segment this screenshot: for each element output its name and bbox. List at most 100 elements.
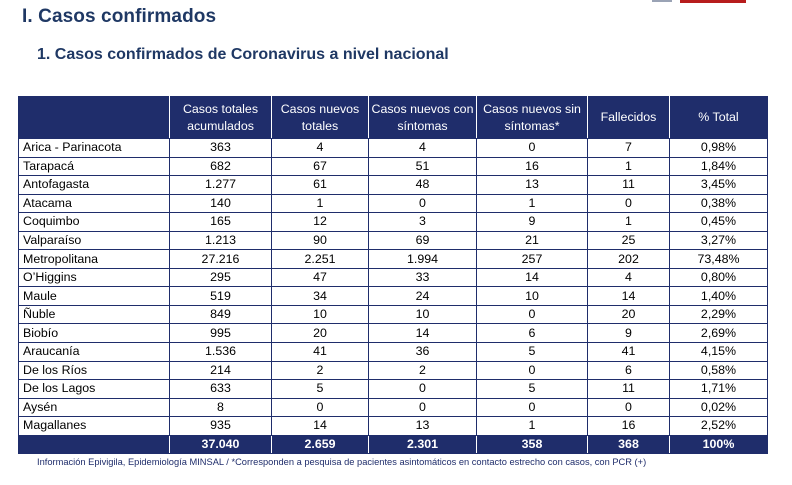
accumulated-cell: 363: [169, 138, 272, 158]
asymptomatic-cell: 5: [476, 379, 588, 399]
region-cell: Valparaíso: [18, 230, 170, 251]
percent-cell: 1,84%: [669, 156, 768, 177]
header-percent-total: % Total: [669, 96, 768, 139]
cases-table: Casos totales acumulados Casos nuevos to…: [18, 96, 768, 454]
symptomatic-cell: 24: [368, 286, 477, 306]
region-cell: Biobío: [18, 323, 170, 344]
percent-cell: 4,15%: [669, 342, 768, 362]
deaths-cell: 7: [587, 138, 670, 158]
asymptomatic-cell: 0: [476, 138, 588, 158]
percent-cell: 1,71%: [669, 379, 768, 399]
new-total-cell: 34: [271, 286, 369, 306]
accumulated-cell: 995: [169, 323, 272, 344]
new-total-cell: 67: [271, 156, 369, 177]
table-header-row: Casos totales acumulados Casos nuevos to…: [18, 96, 768, 139]
accumulated-cell: 849: [169, 304, 272, 325]
header-region: [18, 96, 170, 139]
total-cell-label: [18, 434, 170, 454]
table-row: Biobío 995 20 14 6 9 2,69%: [18, 323, 768, 344]
deaths-cell: 11: [587, 175, 670, 195]
symptomatic-cell: 3: [368, 212, 477, 232]
table-row: Magallanes 935 14 13 1 16 2,52%: [18, 416, 768, 436]
deaths-cell: 16: [587, 416, 670, 436]
asymptomatic-cell: 257: [476, 249, 588, 269]
deaths-cell: 14: [587, 286, 670, 306]
region-cell: Antofagasta: [18, 175, 170, 195]
region-cell: Tarapacá: [18, 156, 170, 177]
percent-cell: 0,38%: [669, 193, 768, 214]
new-total-cell: 2: [271, 360, 369, 381]
table-row: Maule 519 34 24 10 14 1,40%: [18, 286, 768, 306]
region-cell: Arica - Parinacota: [18, 138, 170, 158]
asymptomatic-cell: 0: [476, 397, 588, 418]
deaths-cell: 25: [587, 230, 670, 251]
accumulated-cell: 8: [169, 397, 272, 418]
symptomatic-cell: 69: [368, 230, 477, 251]
percent-cell: 73,48%: [669, 249, 768, 269]
accumulated-cell: 935: [169, 416, 272, 436]
percent-cell: 1,40%: [669, 286, 768, 306]
asymptomatic-cell: 14: [476, 267, 588, 288]
header-new-total: Casos nuevos totales: [271, 96, 369, 139]
asymptomatic-cell: 1: [476, 416, 588, 436]
accumulated-cell: 214: [169, 360, 272, 381]
table-row: De los Ríos 214 2 2 0 6 0,58%: [18, 360, 768, 381]
table-row: Araucanía 1.536 41 36 5 41 4,15%: [18, 342, 768, 362]
deaths-cell: 4: [587, 267, 670, 288]
total-cell-asymptomatic: 358: [476, 434, 588, 454]
table-row: Arica - Parinacota 363 4 4 0 7 0,98%: [18, 138, 768, 158]
new-total-cell: 61: [271, 175, 369, 195]
accumulated-cell: 519: [169, 286, 272, 306]
header-new-symptomatic: Casos nuevos con síntomas: [368, 96, 477, 139]
percent-cell: 2,52%: [669, 416, 768, 436]
total-cell-accumulated: 37.040: [169, 434, 272, 454]
region-cell: Atacama: [18, 193, 170, 214]
symptomatic-cell: 0: [368, 379, 477, 399]
asymptomatic-cell: 16: [476, 156, 588, 177]
region-cell: Maule: [18, 286, 170, 306]
symptomatic-cell: 36: [368, 342, 477, 362]
percent-cell: 0,02%: [669, 397, 768, 418]
accumulated-cell: 165: [169, 212, 272, 232]
accumulated-cell: 1.213: [169, 230, 272, 251]
deaths-cell: 9: [587, 323, 670, 344]
deaths-cell: 1: [587, 156, 670, 177]
region-cell: Magallanes: [18, 416, 170, 436]
new-total-cell: 14: [271, 416, 369, 436]
header-deaths: Fallecidos: [587, 96, 670, 139]
symptomatic-cell: 13: [368, 416, 477, 436]
region-cell: Coquimbo: [18, 212, 170, 232]
table-row: Metropolitana 27.216 2.251 1.994 257 202 73,48…: [18, 249, 768, 269]
new-total-cell: 20: [271, 323, 369, 344]
asymptomatic-cell: 6: [476, 323, 588, 344]
region-cell: O’Higgins: [18, 267, 170, 288]
percent-cell: 0,98%: [669, 138, 768, 158]
deaths-cell: 20: [587, 304, 670, 325]
percent-cell: 2,29%: [669, 304, 768, 325]
deaths-cell: 1: [587, 212, 670, 232]
region-cell: Araucanía: [18, 342, 170, 362]
deaths-cell: 6: [587, 360, 670, 381]
asymptomatic-cell: 0: [476, 304, 588, 325]
symptomatic-cell: 33: [368, 267, 477, 288]
table-row: Coquimbo 165 12 3 9 1 0,45%: [18, 212, 768, 232]
percent-cell: 0,58%: [669, 360, 768, 381]
deaths-cell: 202: [587, 249, 670, 269]
accumulated-cell: 1.536: [169, 342, 272, 362]
table-row: Ñuble 849 10 10 0 20 2,29%: [18, 304, 768, 325]
table-subtitle: 1. Casos confirmados de Coronavirus a ni…: [37, 46, 449, 63]
new-total-cell: 4: [271, 138, 369, 158]
new-total-cell: 90: [271, 230, 369, 251]
total-cell-symptomatic: 2.301: [368, 434, 477, 454]
symptomatic-cell: 48: [368, 175, 477, 195]
region-cell: Aysén: [18, 397, 170, 418]
header-new-asymptomatic: Casos nuevos sin síntomas*: [476, 96, 588, 139]
accumulated-cell: 140: [169, 193, 272, 214]
deaths-cell: 11: [587, 379, 670, 399]
asymptomatic-cell: 10: [476, 286, 588, 306]
percent-cell: 0,80%: [669, 267, 768, 288]
accumulated-cell: 295: [169, 267, 272, 288]
deaths-cell: 0: [587, 193, 670, 214]
total-cell-new-total: 2.659: [271, 434, 369, 454]
new-total-cell: 41: [271, 342, 369, 362]
